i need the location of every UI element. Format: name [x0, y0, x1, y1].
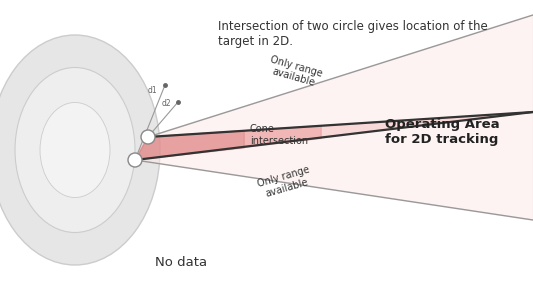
Text: d2: d2	[162, 99, 172, 108]
Polygon shape	[135, 112, 533, 220]
Text: Intersection of two circle gives location of the
target in 2D.: Intersection of two circle gives locatio…	[218, 20, 488, 48]
Circle shape	[128, 153, 142, 167]
Ellipse shape	[0, 35, 160, 265]
Text: Operating Area
for 2D tracking: Operating Area for 2D tracking	[385, 118, 499, 146]
Polygon shape	[135, 126, 321, 160]
Text: No data: No data	[155, 256, 207, 268]
Text: Only range
available: Only range available	[256, 164, 314, 200]
Text: d1: d1	[148, 86, 158, 95]
Ellipse shape	[15, 68, 135, 232]
Polygon shape	[135, 112, 533, 160]
Text: Cone
intersection: Cone intersection	[250, 124, 308, 146]
Circle shape	[141, 130, 155, 144]
Polygon shape	[148, 15, 533, 137]
Polygon shape	[135, 131, 244, 160]
Text: Only range
available: Only range available	[266, 54, 324, 90]
Ellipse shape	[40, 103, 110, 197]
